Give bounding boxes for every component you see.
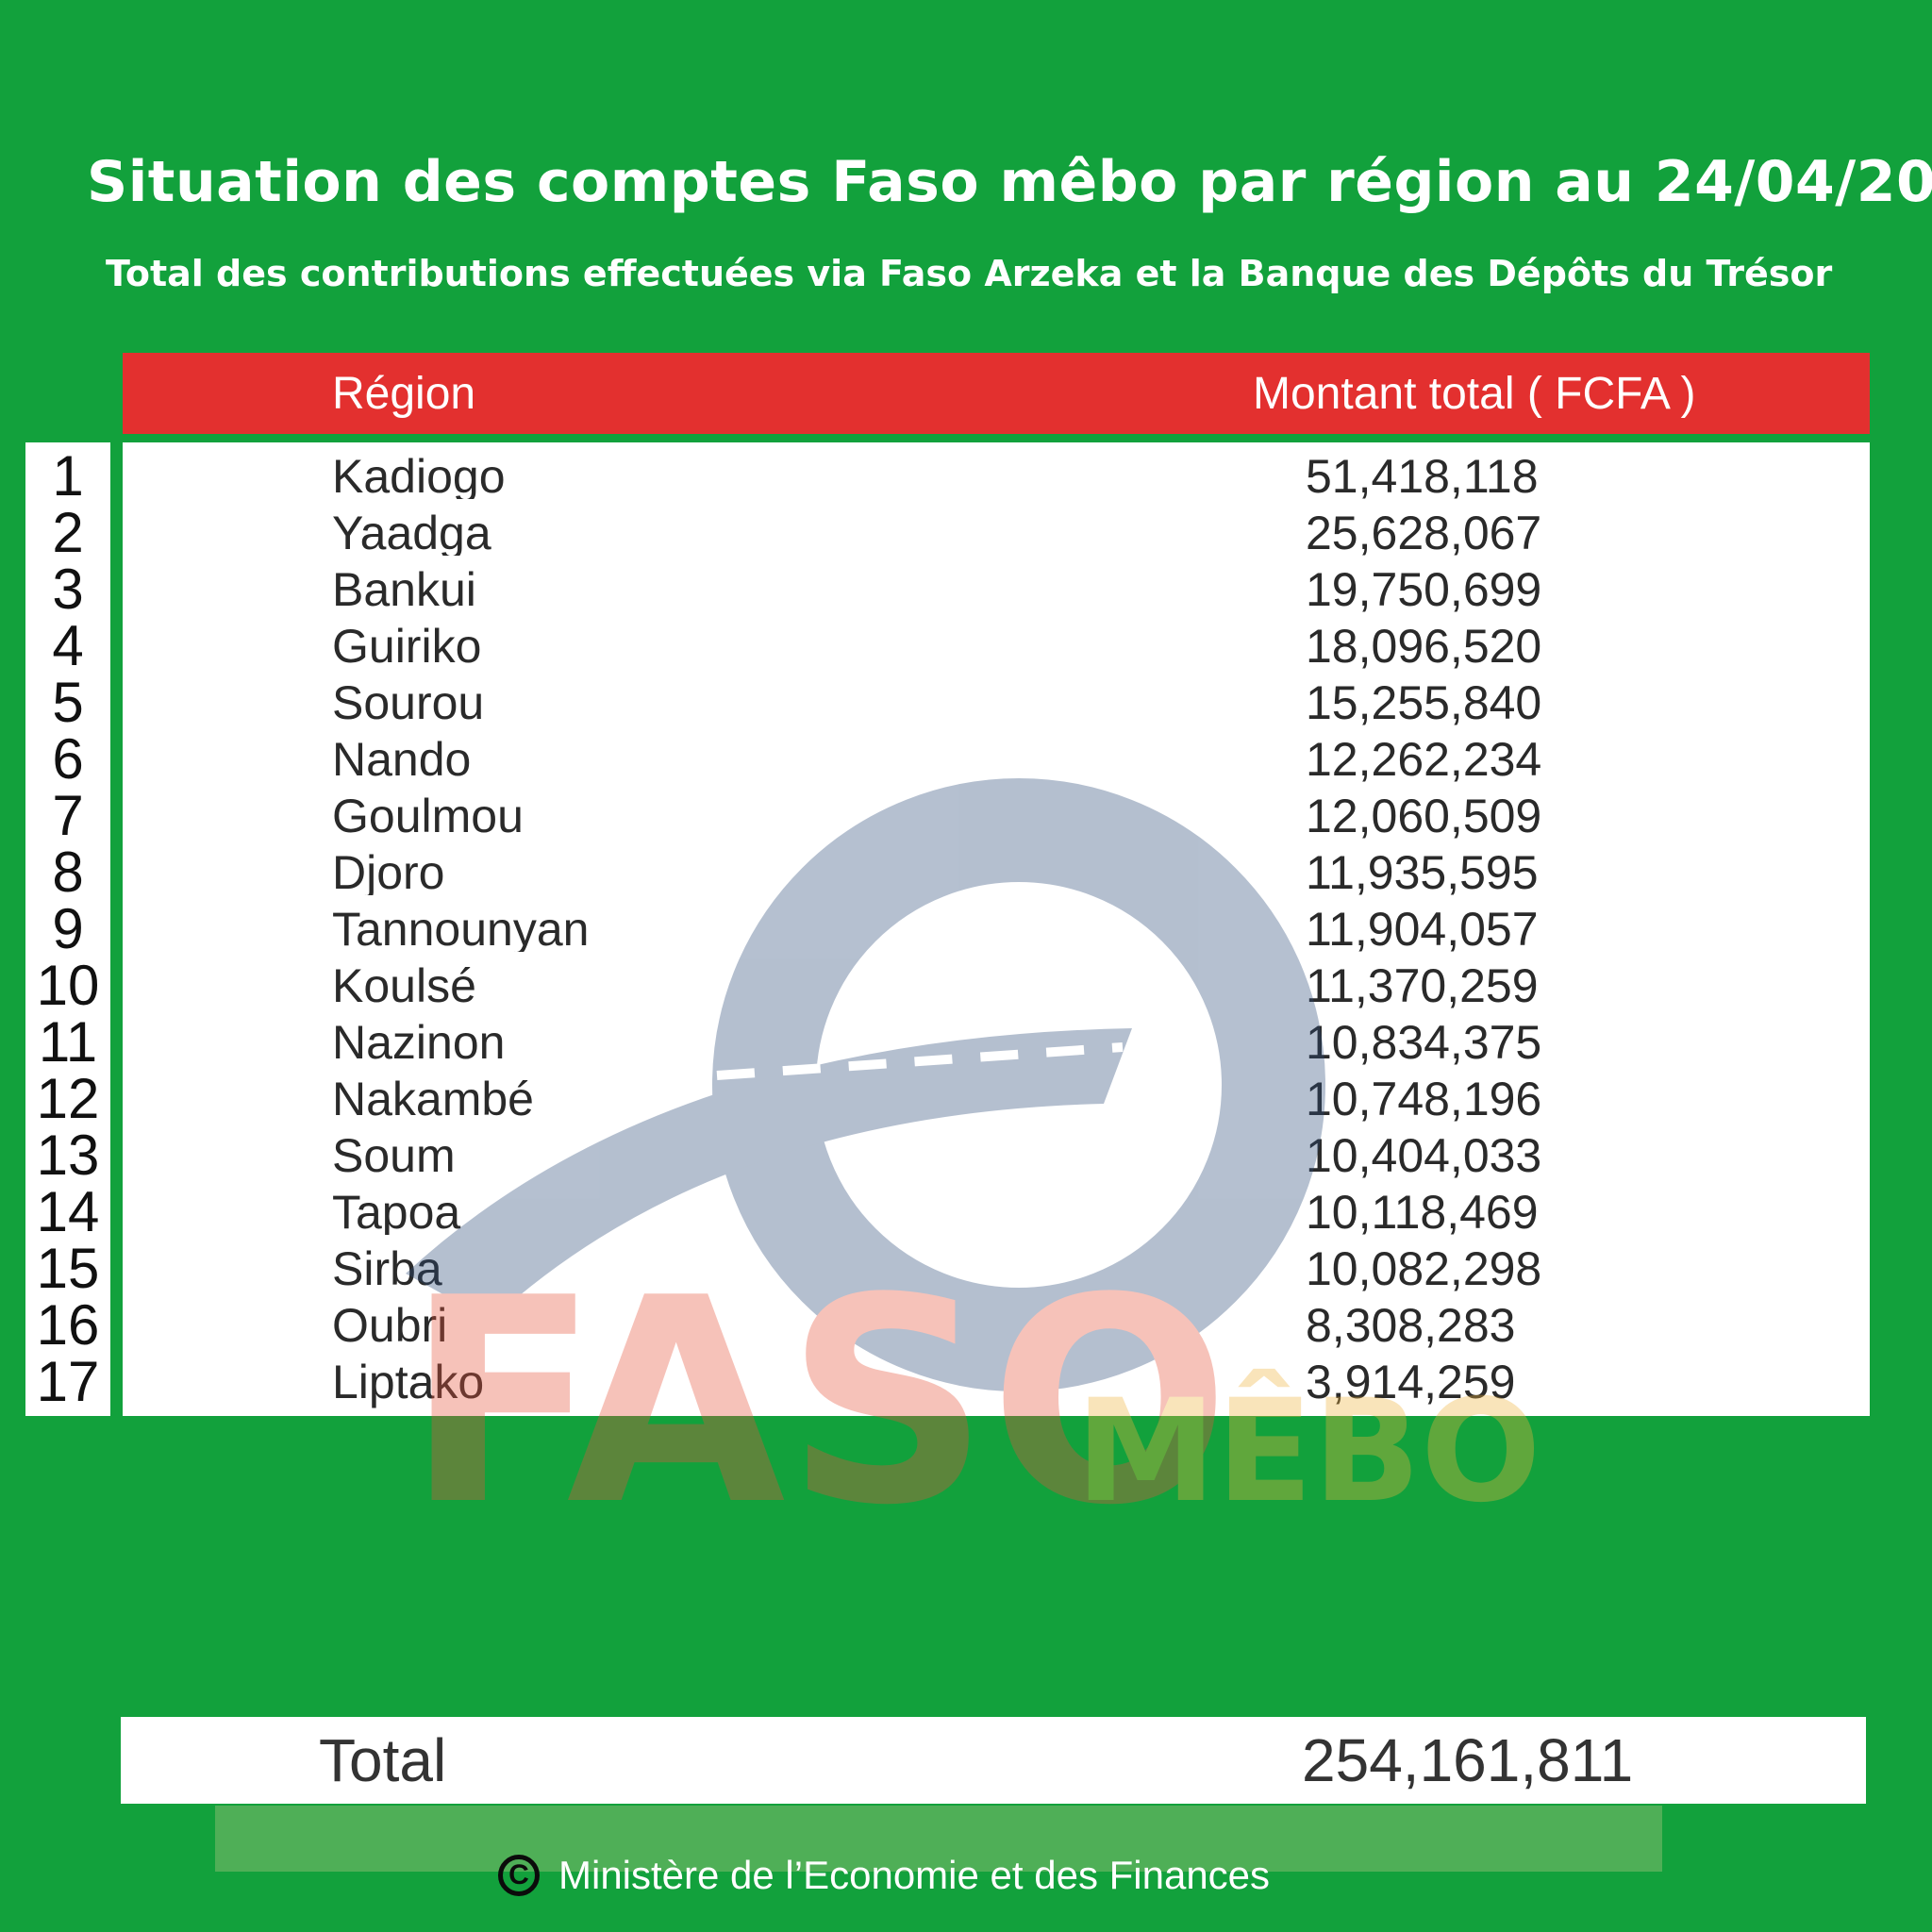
- region-amount: 10,118,469: [1306, 1186, 1539, 1239]
- region-name: Tapoa: [332, 1186, 461, 1239]
- rank-number: 13: [25, 1122, 110, 1190]
- region-name: Oubri: [332, 1299, 448, 1352]
- region-name: Nazinon: [332, 1016, 506, 1069]
- region-name: Tannounyan: [332, 903, 590, 956]
- table-header: Région Montant total ( FCFA ): [123, 353, 1870, 434]
- region-amount: 11,370,259: [1306, 959, 1539, 1012]
- region-name: Bankui: [332, 563, 476, 616]
- region-name: Soum: [332, 1129, 456, 1182]
- region-name: Nando: [332, 733, 472, 786]
- region-amount: 10,834,375: [1306, 1016, 1542, 1069]
- region-amount: 12,262,234: [1306, 733, 1542, 786]
- footer-band: [215, 1806, 1662, 1872]
- table-row: 17 Liptako 3,914,259: [0, 1348, 1932, 1416]
- region-name: Koulsé: [332, 959, 476, 1012]
- region-name: Sourou: [332, 676, 485, 729]
- region-amount: 11,935,595: [1306, 846, 1539, 899]
- rank-number: 17: [25, 1348, 110, 1416]
- region-amount: 19,750,699: [1306, 563, 1542, 616]
- total-row: Total 254,161,811: [121, 1717, 1866, 1804]
- region-name: Nakambé: [332, 1073, 534, 1125]
- footer: C Ministère de l’Economie et des Finance…: [498, 1849, 1270, 1902]
- column-header-amount: Montant total ( FCFA ): [1253, 369, 1696, 419]
- column-header-region: Région: [332, 369, 476, 419]
- region-name: Yaadga: [332, 507, 491, 559]
- rank-number: 11: [25, 1008, 110, 1076]
- region-amount: 12,060,509: [1306, 790, 1542, 842]
- page-subtitle: Total des contributions effectuées via F…: [106, 253, 1833, 294]
- region-name: Goulmou: [332, 790, 524, 842]
- region-amount: 3,914,259: [1306, 1356, 1516, 1408]
- region-amount: 10,748,196: [1306, 1073, 1542, 1125]
- region-name: Liptako: [332, 1356, 485, 1408]
- region-amount: 10,082,298: [1306, 1242, 1542, 1295]
- region-name: Kadiogo: [332, 450, 506, 503]
- region-amount: 18,096,520: [1306, 620, 1542, 673]
- page-title: Situation des comptes Faso mêbo par régi…: [87, 149, 1932, 215]
- copyright-icon: C: [498, 1855, 540, 1896]
- region-amount: 10,404,033: [1306, 1129, 1542, 1182]
- total-value: 254,161,811: [1302, 1726, 1634, 1794]
- row-band: Liptako 3,914,259: [123, 1348, 1870, 1416]
- region-amount: 11,904,057: [1306, 903, 1539, 956]
- region-amount: 25,628,067: [1306, 507, 1542, 559]
- region-amount: 51,418,118: [1306, 450, 1539, 503]
- region-name: Djoro: [332, 846, 445, 899]
- total-label: Total: [319, 1726, 447, 1794]
- region-amount: 8,308,283: [1306, 1299, 1516, 1352]
- region-name: Guiriko: [332, 620, 482, 673]
- footer-text: Ministère de l’Economie et des Finances: [558, 1853, 1271, 1897]
- region-amount: 15,255,840: [1306, 676, 1542, 729]
- rank-number: 14: [25, 1178, 110, 1246]
- region-name: Sirba: [332, 1242, 442, 1295]
